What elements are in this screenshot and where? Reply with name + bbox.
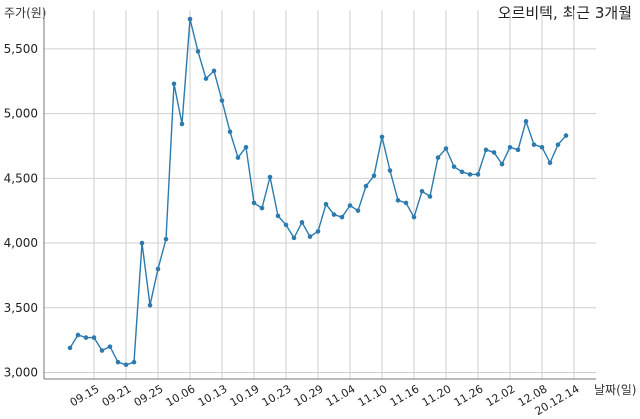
data-point bbox=[147, 302, 153, 308]
series-price bbox=[67, 16, 569, 368]
data-point bbox=[435, 155, 441, 160]
data-point bbox=[123, 362, 129, 368]
grid bbox=[44, 10, 596, 379]
data-point bbox=[99, 348, 105, 353]
data-point bbox=[555, 142, 561, 147]
data-point bbox=[259, 205, 265, 211]
x-ticks: 09.1509.2109.2510.0610.1310.1910.2310.29… bbox=[68, 382, 582, 418]
data-point bbox=[411, 214, 417, 220]
data-point bbox=[395, 198, 401, 203]
x-tick-label: 11.04 bbox=[324, 382, 358, 409]
data-point bbox=[507, 144, 513, 150]
data-point bbox=[203, 76, 209, 81]
x-tick-label: 10.23 bbox=[260, 382, 294, 409]
y-ticks: 3,000 3,500 4,000 4,500 5,000 5,500 bbox=[4, 42, 38, 380]
data-point bbox=[387, 168, 393, 173]
data-point bbox=[115, 359, 121, 365]
data-point bbox=[459, 169, 465, 175]
data-point bbox=[227, 129, 233, 135]
y-tick-label: 3,500 bbox=[4, 301, 38, 315]
data-point bbox=[307, 234, 313, 239]
data-point bbox=[563, 133, 569, 138]
data-point bbox=[371, 173, 377, 179]
data-point bbox=[299, 220, 305, 225]
x-tick-label: 11.26 bbox=[452, 382, 486, 409]
y-axis-label: 주가(원) bbox=[4, 6, 47, 20]
data-point bbox=[275, 213, 281, 219]
data-point bbox=[467, 172, 473, 177]
x-tick-label: 09.21 bbox=[100, 382, 134, 409]
data-point bbox=[547, 160, 553, 166]
x-axis-label: 날짜(일) bbox=[594, 383, 637, 397]
data-point bbox=[235, 155, 241, 160]
data-point bbox=[419, 188, 425, 194]
data-point bbox=[163, 236, 169, 242]
data-point bbox=[443, 146, 449, 151]
data-point bbox=[251, 200, 257, 206]
data-point bbox=[355, 208, 361, 213]
data-point bbox=[339, 214, 345, 220]
data-point bbox=[67, 345, 73, 351]
chart-title: 오르비텍, 최근 3개월 bbox=[497, 4, 632, 22]
data-point bbox=[315, 229, 321, 234]
data-point bbox=[379, 134, 385, 140]
data-point bbox=[187, 16, 193, 22]
x-tick-label: 11.16 bbox=[388, 382, 422, 409]
data-point bbox=[291, 235, 297, 241]
data-point bbox=[403, 200, 409, 206]
x-tick-label: 09.15 bbox=[68, 382, 102, 409]
data-point bbox=[483, 147, 489, 153]
data-point bbox=[179, 121, 185, 127]
x-tick-label: 10.19 bbox=[228, 382, 262, 409]
x-tick-label: 10.13 bbox=[196, 382, 230, 409]
x-tick-label: 12.02 bbox=[484, 382, 518, 409]
data-point bbox=[75, 332, 81, 338]
data-point bbox=[363, 183, 369, 189]
x-tick-label: 09.25 bbox=[132, 382, 166, 409]
data-point bbox=[347, 203, 353, 208]
data-point bbox=[323, 201, 329, 207]
data-point bbox=[211, 68, 217, 74]
data-point bbox=[171, 81, 177, 87]
data-point bbox=[155, 266, 161, 272]
y-tick-label: 3,000 bbox=[4, 366, 38, 380]
y-tick-label: 5,500 bbox=[4, 42, 38, 56]
data-point bbox=[427, 194, 433, 199]
data-point bbox=[267, 174, 273, 180]
x-tick-label: 10.06 bbox=[164, 382, 198, 409]
y-tick-label: 4,500 bbox=[4, 171, 38, 185]
data-point bbox=[243, 144, 249, 150]
y-tick-label: 4,000 bbox=[4, 236, 38, 250]
data-point bbox=[451, 164, 457, 169]
y-tick-label: 5,000 bbox=[4, 107, 38, 121]
data-point bbox=[219, 98, 225, 103]
data-point bbox=[131, 359, 137, 365]
x-tick-label: 10.29 bbox=[292, 382, 326, 409]
data-point bbox=[139, 240, 145, 246]
data-point bbox=[491, 150, 497, 155]
data-point bbox=[539, 144, 545, 150]
data-point bbox=[83, 335, 89, 340]
data-point bbox=[283, 222, 289, 228]
data-point bbox=[331, 212, 337, 217]
data-point bbox=[499, 161, 505, 167]
x-tick-label: 11.20 bbox=[420, 382, 454, 409]
data-point bbox=[475, 172, 481, 177]
data-point bbox=[531, 142, 537, 147]
data-point bbox=[91, 335, 97, 340]
data-point bbox=[523, 119, 529, 124]
data-point bbox=[195, 49, 201, 54]
x-tick-label: 11.10 bbox=[356, 382, 390, 409]
data-point bbox=[515, 147, 521, 153]
axes bbox=[43, 10, 596, 380]
data-point bbox=[107, 344, 113, 349]
